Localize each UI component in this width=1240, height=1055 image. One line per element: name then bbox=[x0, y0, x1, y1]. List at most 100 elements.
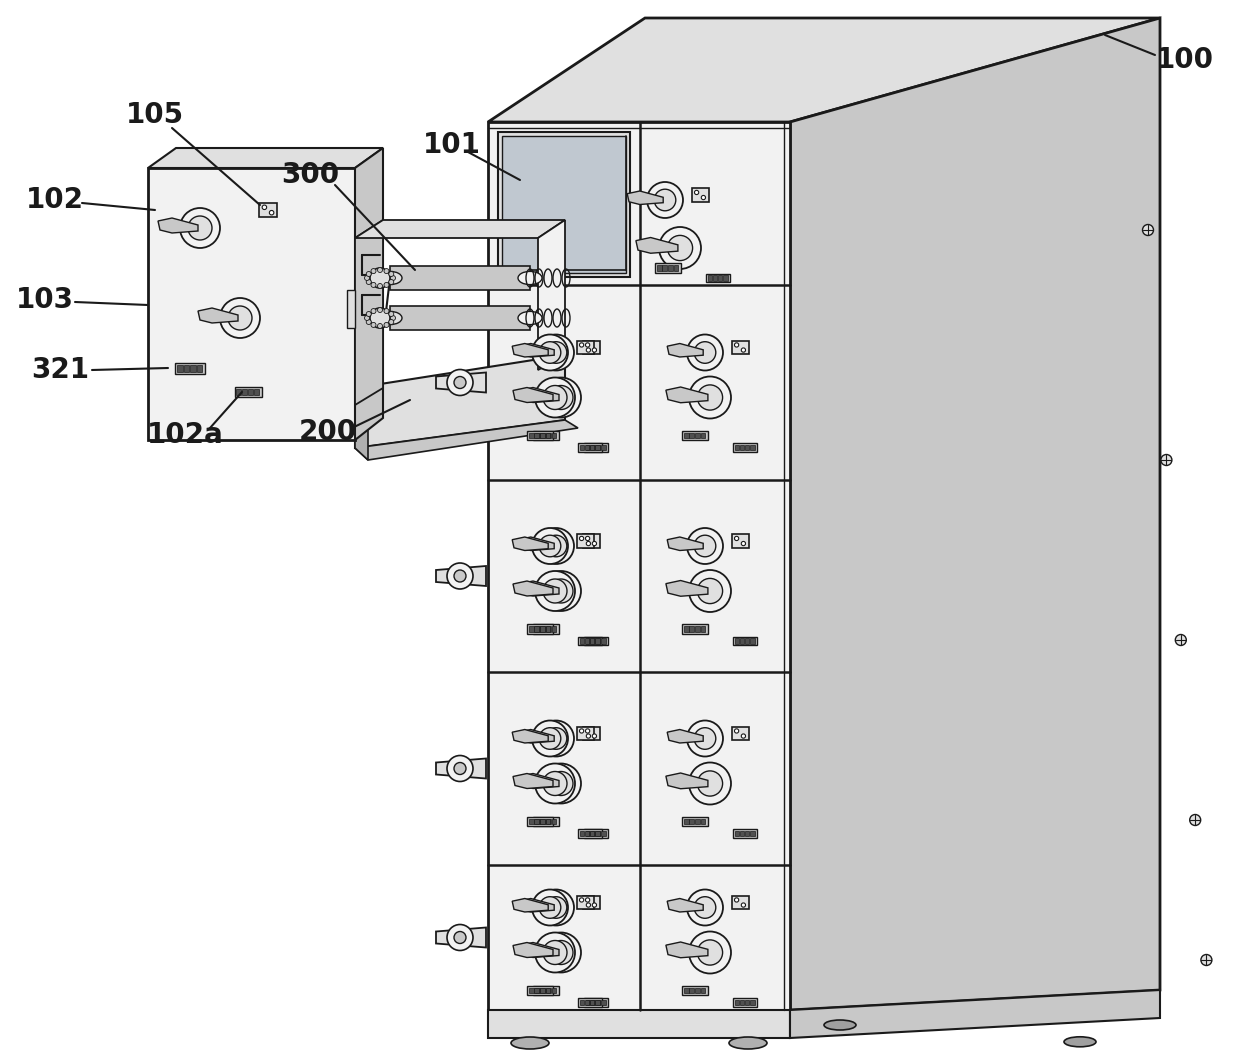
Bar bbox=[689, 626, 694, 632]
Circle shape bbox=[389, 320, 394, 325]
Polygon shape bbox=[518, 729, 554, 743]
Circle shape bbox=[384, 283, 389, 287]
Bar bbox=[595, 445, 600, 450]
Circle shape bbox=[1176, 634, 1187, 646]
Circle shape bbox=[446, 563, 472, 589]
Bar bbox=[539, 626, 544, 632]
Polygon shape bbox=[520, 581, 559, 596]
Bar bbox=[732, 896, 749, 909]
Bar bbox=[732, 534, 749, 548]
Polygon shape bbox=[512, 729, 548, 743]
Circle shape bbox=[384, 308, 389, 313]
Bar bbox=[552, 433, 557, 439]
Circle shape bbox=[391, 275, 396, 281]
Polygon shape bbox=[513, 773, 553, 788]
Bar bbox=[541, 987, 546, 994]
Bar bbox=[577, 341, 594, 354]
Polygon shape bbox=[627, 191, 663, 205]
Circle shape bbox=[366, 320, 371, 325]
Polygon shape bbox=[667, 537, 703, 551]
Circle shape bbox=[384, 269, 389, 273]
Polygon shape bbox=[355, 220, 383, 405]
Circle shape bbox=[454, 570, 466, 582]
Text: 200: 200 bbox=[299, 418, 357, 446]
Polygon shape bbox=[512, 899, 548, 912]
Circle shape bbox=[543, 579, 567, 603]
Circle shape bbox=[549, 579, 573, 603]
Bar bbox=[701, 987, 706, 994]
Ellipse shape bbox=[378, 311, 402, 325]
Circle shape bbox=[389, 280, 394, 285]
Ellipse shape bbox=[729, 1037, 768, 1049]
Bar bbox=[579, 1000, 584, 1005]
Circle shape bbox=[697, 385, 723, 410]
Polygon shape bbox=[391, 266, 529, 290]
Bar bbox=[578, 829, 601, 838]
Circle shape bbox=[366, 280, 371, 285]
Bar bbox=[601, 1000, 605, 1005]
Polygon shape bbox=[391, 306, 529, 330]
Circle shape bbox=[587, 541, 590, 545]
Circle shape bbox=[454, 763, 466, 774]
Circle shape bbox=[446, 924, 472, 951]
Polygon shape bbox=[198, 308, 238, 323]
Bar bbox=[534, 626, 539, 632]
Circle shape bbox=[658, 227, 701, 269]
Circle shape bbox=[694, 535, 715, 557]
Bar bbox=[740, 830, 744, 837]
Bar bbox=[590, 638, 595, 644]
Circle shape bbox=[734, 729, 739, 733]
Circle shape bbox=[742, 734, 745, 738]
Bar bbox=[750, 445, 755, 450]
Circle shape bbox=[446, 755, 472, 782]
Polygon shape bbox=[355, 220, 565, 238]
Circle shape bbox=[188, 216, 212, 239]
Bar bbox=[596, 1000, 600, 1005]
Polygon shape bbox=[512, 344, 548, 357]
Bar bbox=[673, 265, 678, 271]
Bar bbox=[529, 987, 533, 994]
Polygon shape bbox=[520, 942, 559, 958]
Circle shape bbox=[742, 903, 745, 907]
Circle shape bbox=[377, 268, 382, 272]
Bar bbox=[577, 534, 594, 548]
Circle shape bbox=[687, 334, 723, 370]
Bar bbox=[713, 275, 717, 281]
Bar bbox=[750, 1000, 755, 1005]
Circle shape bbox=[689, 932, 732, 974]
Bar bbox=[583, 534, 599, 548]
Ellipse shape bbox=[511, 1037, 549, 1049]
Polygon shape bbox=[666, 580, 708, 596]
Bar bbox=[585, 445, 589, 450]
Bar bbox=[347, 290, 355, 328]
Polygon shape bbox=[636, 237, 678, 253]
Bar bbox=[546, 987, 551, 994]
Bar bbox=[546, 987, 551, 994]
Bar bbox=[534, 433, 539, 439]
Bar bbox=[546, 819, 551, 824]
Bar bbox=[684, 987, 688, 994]
Circle shape bbox=[734, 536, 739, 540]
Circle shape bbox=[593, 348, 596, 352]
Bar bbox=[740, 638, 744, 644]
Circle shape bbox=[1200, 955, 1211, 965]
Bar bbox=[584, 998, 608, 1006]
Circle shape bbox=[389, 271, 394, 276]
Bar bbox=[579, 830, 584, 837]
Text: 102: 102 bbox=[26, 186, 84, 214]
Bar bbox=[733, 443, 756, 452]
Bar bbox=[529, 433, 533, 439]
Bar bbox=[584, 443, 608, 452]
Polygon shape bbox=[667, 344, 703, 357]
Bar bbox=[734, 830, 739, 837]
Circle shape bbox=[655, 189, 676, 211]
Polygon shape bbox=[790, 18, 1159, 1010]
Bar bbox=[601, 445, 605, 450]
Circle shape bbox=[687, 889, 723, 925]
Bar bbox=[723, 275, 728, 281]
Bar bbox=[577, 896, 594, 909]
Bar bbox=[583, 896, 599, 909]
Bar bbox=[590, 1000, 595, 1005]
Circle shape bbox=[742, 541, 745, 545]
Polygon shape bbox=[538, 220, 565, 370]
